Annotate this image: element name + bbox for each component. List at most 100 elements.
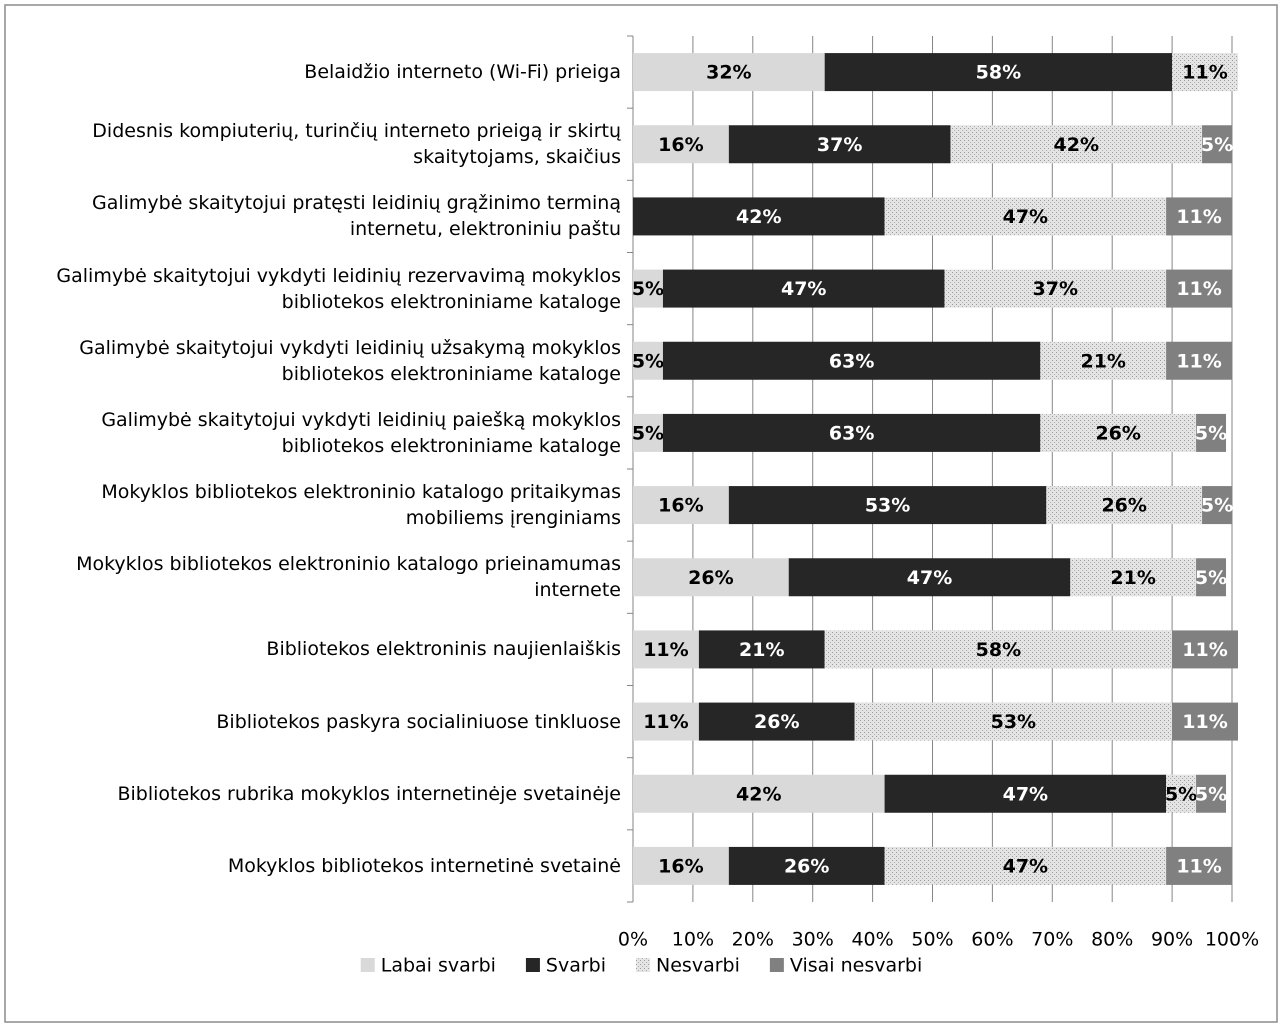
- bar-segment: [1166, 341, 1232, 380]
- x-tick-label: 10%: [672, 929, 714, 951]
- data-label: 11%: [1176, 350, 1221, 372]
- bar-segment: [1202, 125, 1232, 164]
- bar-segment: [633, 125, 729, 164]
- bar-segment: [1166, 846, 1232, 885]
- x-tick-label: 90%: [1151, 929, 1193, 951]
- data-label: 37%: [817, 134, 862, 156]
- data-label: 11%: [1176, 206, 1221, 228]
- data-label: 5%: [1195, 567, 1227, 589]
- legend-swatch: [769, 958, 784, 972]
- data-label: 11%: [1176, 855, 1221, 877]
- bar-segment: [824, 53, 1173, 92]
- data-label: 5%: [632, 278, 664, 300]
- bar-segment: [824, 630, 1173, 669]
- bar-segment: [1196, 413, 1227, 452]
- data-label: 5%: [1201, 134, 1233, 156]
- y-tick-label: Bibliotekos elektroninis naujienlaiškis: [266, 638, 621, 661]
- bar-segment: [633, 197, 885, 236]
- data-label: 58%: [976, 639, 1021, 661]
- data-label: 26%: [688, 567, 733, 589]
- bar-segment: [633, 269, 663, 308]
- bar-segment: [698, 630, 825, 669]
- bar-segment: [1172, 53, 1238, 92]
- data-label: 5%: [1195, 783, 1227, 805]
- x-tick-label: 40%: [851, 929, 893, 951]
- y-tick-label: Bibliotekos paskyra socialiniuose tinklu…: [216, 710, 621, 733]
- data-label: 42%: [1054, 134, 1099, 156]
- data-label: 42%: [736, 206, 781, 228]
- x-tick-label: 20%: [732, 929, 774, 951]
- bar-segment: [950, 125, 1203, 164]
- data-label: 21%: [1110, 567, 1155, 589]
- data-label: 32%: [706, 62, 751, 84]
- data-label: 47%: [1003, 206, 1048, 228]
- y-tick-label: Galimybė skaitytojui vykdyti leidinių už…: [79, 336, 621, 385]
- bar-segment: [728, 125, 951, 164]
- data-label: 21%: [1080, 350, 1125, 372]
- data-label: 11%: [643, 711, 688, 733]
- data-label: 42%: [736, 783, 781, 805]
- bar-segment: [662, 413, 1041, 452]
- bar-segment: [1166, 774, 1197, 813]
- bar-segment: [662, 269, 945, 308]
- y-tick-label: Galimybė skaitytojui pratęsti leidinių g…: [91, 192, 621, 241]
- data-label: 37%: [1033, 278, 1078, 300]
- data-label: 53%: [991, 711, 1036, 733]
- y-tick-label: Didesnis kompiuterių, turinčių interneto…: [92, 120, 621, 169]
- data-label: 47%: [907, 567, 952, 589]
- legend-swatch: [360, 958, 375, 972]
- data-label: 53%: [865, 495, 910, 517]
- x-tick-label: 60%: [971, 929, 1013, 951]
- data-label: 5%: [632, 350, 664, 372]
- data-label: 47%: [1003, 855, 1048, 877]
- bar-segment: [633, 341, 663, 380]
- legend-label: Svarbi: [546, 955, 606, 977]
- x-tick-label: 0%: [618, 929, 648, 951]
- bar-segment: [1172, 702, 1238, 741]
- legend-swatch: [636, 958, 651, 972]
- bar-segment: [1046, 486, 1203, 525]
- y-tick-label: Mokyklos bibliotekos elektroninio katalo…: [101, 481, 621, 530]
- data-label: 11%: [643, 639, 688, 661]
- data-label: 26%: [784, 855, 829, 877]
- bar-segment: [633, 774, 885, 813]
- bar-segment: [1172, 630, 1238, 669]
- bar-segment: [1040, 413, 1197, 452]
- data-label: 26%: [1095, 422, 1140, 444]
- data-label: 63%: [829, 350, 874, 372]
- legend-label: Visai nesvarbi: [790, 955, 922, 977]
- bar-segment: [633, 558, 789, 597]
- bar-segment: [633, 413, 663, 452]
- data-label: 21%: [739, 639, 784, 661]
- bar-segment: [884, 774, 1167, 813]
- x-tick-label: 100%: [1205, 929, 1259, 951]
- data-label: 16%: [658, 134, 703, 156]
- bar-segment: [633, 846, 729, 885]
- x-tick-label: 50%: [911, 929, 953, 951]
- data-label: 11%: [1182, 711, 1227, 733]
- y-tick-label: Galimybė skaitytojui vykdyti leidinių pa…: [101, 408, 621, 457]
- bar-segment: [728, 486, 1047, 525]
- data-label: 47%: [1003, 783, 1048, 805]
- y-tick-label: Mokyklos bibliotekos elektroninio katalo…: [76, 553, 621, 602]
- bar-segment: [884, 846, 1167, 885]
- bar-segment: [1196, 774, 1227, 813]
- bar-segment: [1166, 197, 1232, 236]
- legend-swatch: [525, 958, 540, 972]
- legend-label: Labai svarbi: [381, 955, 496, 977]
- bar-segment: [1040, 341, 1167, 380]
- x-tick-label: 70%: [1031, 929, 1073, 951]
- data-label: 16%: [658, 855, 703, 877]
- data-label: 5%: [1165, 783, 1197, 805]
- y-tick-label: Belaidžio interneto (Wi-Fi) prieiga: [304, 61, 621, 84]
- y-tick-label: Bibliotekos rubrika mokyklos internetinė…: [117, 782, 621, 805]
- bar-segment: [633, 53, 825, 92]
- bar-segment: [884, 197, 1167, 236]
- x-tick-label: 80%: [1091, 929, 1133, 951]
- data-label: 11%: [1176, 278, 1221, 300]
- data-label: 63%: [829, 422, 874, 444]
- data-label: 16%: [658, 495, 703, 517]
- bar-segment: [633, 702, 699, 741]
